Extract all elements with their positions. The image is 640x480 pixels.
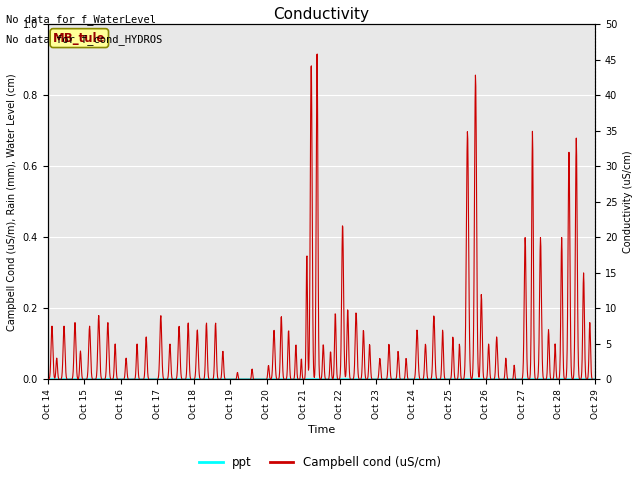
Y-axis label: Conductivity (uS/cm): Conductivity (uS/cm) — [623, 151, 633, 253]
Text: MB_tule: MB_tule — [53, 32, 106, 45]
Text: No data for f_cond_HYDROS: No data for f_cond_HYDROS — [6, 34, 163, 45]
Legend: ppt, Campbell cond (uS/cm): ppt, Campbell cond (uS/cm) — [195, 452, 445, 474]
Y-axis label: Campbell Cond (uS/m), Rain (mm), Water Level (cm): Campbell Cond (uS/m), Rain (mm), Water L… — [7, 73, 17, 331]
Title: Conductivity: Conductivity — [273, 7, 369, 22]
Text: No data for f_WaterLevel: No data for f_WaterLevel — [6, 14, 156, 25]
X-axis label: Time: Time — [308, 425, 335, 435]
